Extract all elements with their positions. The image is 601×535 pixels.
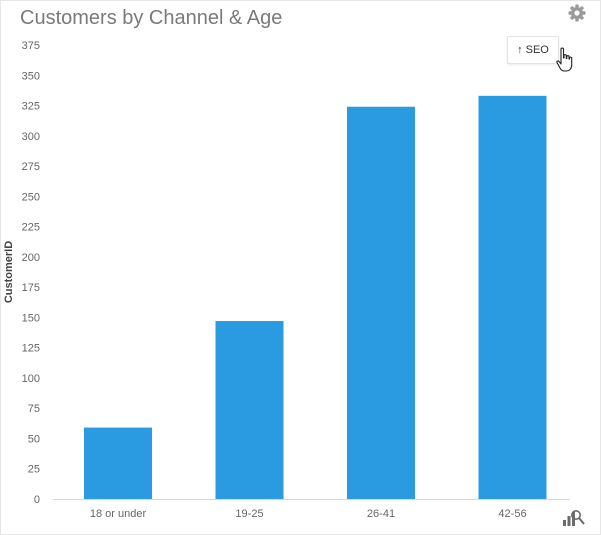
bar-42-56[interactable] <box>478 95 547 500</box>
y-tick-label: 275 <box>22 161 40 173</box>
y-tick-label: 350 <box>22 70 40 82</box>
y-tick-label: 0 <box>34 494 40 506</box>
y-tick-label: 75 <box>28 403 40 415</box>
y-tick-label: 100 <box>22 373 40 385</box>
y-tick-label: 250 <box>22 191 40 203</box>
y-tick-label: 225 <box>22 222 40 234</box>
x-tick-label: 18 or under <box>90 508 147 520</box>
y-tick-label: 50 <box>28 433 40 445</box>
y-tick-label: 375 <box>22 40 40 52</box>
arrow-up-icon: ↑ <box>517 44 523 56</box>
drill-up-button[interactable]: ↑ SEO <box>507 36 559 64</box>
y-tick-label: 25 <box>28 464 40 476</box>
y-tick-label: 325 <box>22 101 40 113</box>
gear-icon[interactable] <box>567 3 587 23</box>
bar-26-41[interactable] <box>347 106 415 499</box>
x-tick-label: 19-25 <box>235 508 263 520</box>
y-tick-label: 150 <box>22 312 40 324</box>
y-tick-label: 300 <box>22 131 40 143</box>
x-tick-label: 26-41 <box>367 508 395 520</box>
y-tick-label: 200 <box>22 252 40 264</box>
bar-chart-icon[interactable] <box>562 505 588 527</box>
chart-title: Customers by Channel & Age <box>20 7 283 29</box>
x-tick-label: 42-56 <box>498 508 526 520</box>
y-axis-title: CustomerID <box>3 241 15 303</box>
bar-18-or-under[interactable] <box>84 427 152 499</box>
y-tick-label: 125 <box>22 343 40 355</box>
y-tick-label: 175 <box>22 282 40 294</box>
hand-cursor-icon <box>556 47 573 72</box>
bar-19-25[interactable] <box>215 321 284 499</box>
drill-up-label: SEO <box>525 44 549 56</box>
